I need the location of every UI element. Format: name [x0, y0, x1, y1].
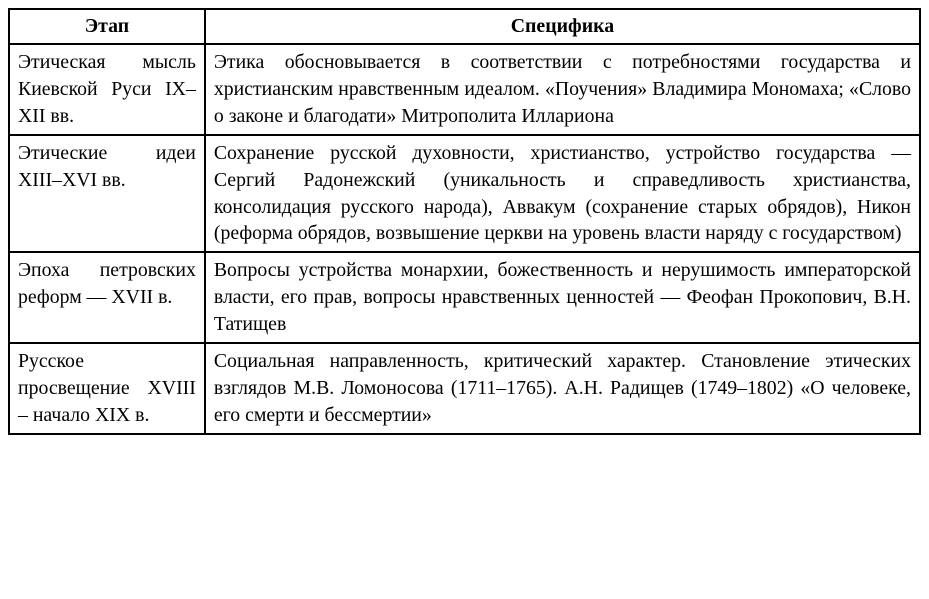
table-header-row: Этап Специфика — [9, 9, 920, 44]
cell-stage: Этические идеи XIII–XVI вв. — [9, 135, 205, 253]
table-row: Эпоха петровских реформ — XVII в. Вопрос… — [9, 252, 920, 343]
cell-specifics: Этика обосновывается в соответствии с по… — [205, 44, 920, 135]
ethics-stages-table: Этап Специфика Этическая мысль Киевской … — [8, 8, 921, 435]
cell-stage: Этическая мысль Киевской Руси IX–XII вв. — [9, 44, 205, 135]
header-specifics: Специфика — [205, 9, 920, 44]
cell-stage: Эпоха петровских реформ — XVII в. — [9, 252, 205, 343]
cell-stage: Русское просвещение XVIII – начало XIX в… — [9, 343, 205, 434]
cell-specifics: Социальная направленность, критический х… — [205, 343, 920, 434]
cell-specifics: Сохранение русской духовности, христианс… — [205, 135, 920, 253]
header-stage: Этап — [9, 9, 205, 44]
cell-specifics: Вопросы устройства монархии, божественно… — [205, 252, 920, 343]
table-row: Русское просвещение XVIII – начало XIX в… — [9, 343, 920, 434]
table-row: Этические идеи XIII–XVI вв. Сохранение р… — [9, 135, 920, 253]
table-row: Этическая мысль Киевской Руси IX–XII вв.… — [9, 44, 920, 135]
